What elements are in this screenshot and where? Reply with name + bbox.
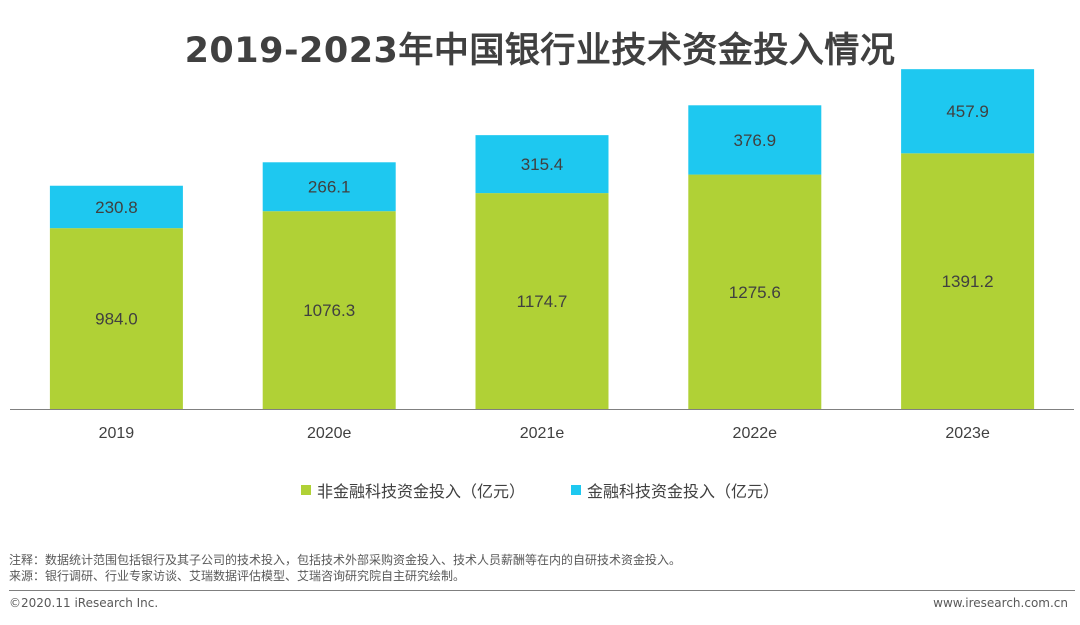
bar-fintech-2021e [475,135,609,194]
x-tick-label-2023e: 2023e [945,425,990,442]
bar-fintech-2023e [901,69,1035,154]
bar-non-fintech-2023e [901,153,1035,409]
value-label-non-fintech-2019: 984.0 [95,310,138,329]
stacked-bar-chart: 984.0 230.8 2019 1076.3 266.1 2020e 1174.7 315.… [10,69,1074,442]
legend-swatch-fintech [571,485,581,495]
bar-non-fintech-2020e [262,211,396,409]
note-text: 注释：数据统计范围包括银行及其子公司的技术投入，包括技术外部采购资金投入、技术人… [9,553,682,567]
source-text: 来源：银行调研、行业专家访谈、艾瑞数据评估模型、艾瑞咨询研究院自主研究绘制。 [9,569,466,583]
value-label-non-fintech-2020e: 1076.3 [303,301,355,320]
chart-legend: 非金融科技资金投入（亿元） 金融科技资金投入（亿元） [0,478,1080,502]
legend-item-non-fintech: 非金融科技资金投入（亿元） [300,478,525,502]
value-label-non-fintech-2021e: 1174.7 [517,292,568,311]
chart-notes: 注释：数据统计范围包括银行及其子公司的技术投入，包括技术外部采购资金投入、技术人… [9,552,681,584]
legend-item-fintech: 金融科技资金投入（亿元） [571,478,779,502]
value-label-fintech-2021e: 315.4 [521,155,564,174]
legend-label-non-fintech: 非金融科技资金投入（亿元） [316,482,525,501]
x-tick-label-2020e: 2020e [307,425,352,442]
x-tick-label-2019: 2019 [99,425,135,442]
footer-divider [9,590,1075,591]
value-label-fintech-2020e: 266.1 [308,178,351,197]
legend-label-fintech: 金融科技资金投入（亿元） [587,482,780,501]
legend-swatch-non-fintech [300,485,311,495]
bar-fintech-2020e [262,162,396,212]
chart-title: 2019-2023年中国银行业技术资金投入情况 [184,31,896,71]
value-label-non-fintech-2022e: 1275.6 [729,283,781,302]
bar-fintech-2022e [688,105,822,175]
bar-non-fintech-2021e [475,193,609,409]
bar-fintech-2019 [49,185,183,229]
website-link[interactable]: www.iresearch.com.cn [933,596,1068,610]
copyright-text: ©2020.11 iResearch Inc. [9,596,159,610]
bar-non-fintech-2019 [49,228,183,409]
x-tick-label-2021e: 2021e [520,425,565,442]
bar-non-fintech-2022e [688,174,822,409]
value-label-non-fintech-2023e: 1391.2 [942,272,994,291]
value-label-fintech-2019: 230.8 [95,198,138,217]
x-tick-label-2022e: 2022e [733,425,778,442]
value-label-fintech-2022e: 376.9 [734,131,777,150]
value-label-fintech-2023e: 457.9 [946,102,989,121]
